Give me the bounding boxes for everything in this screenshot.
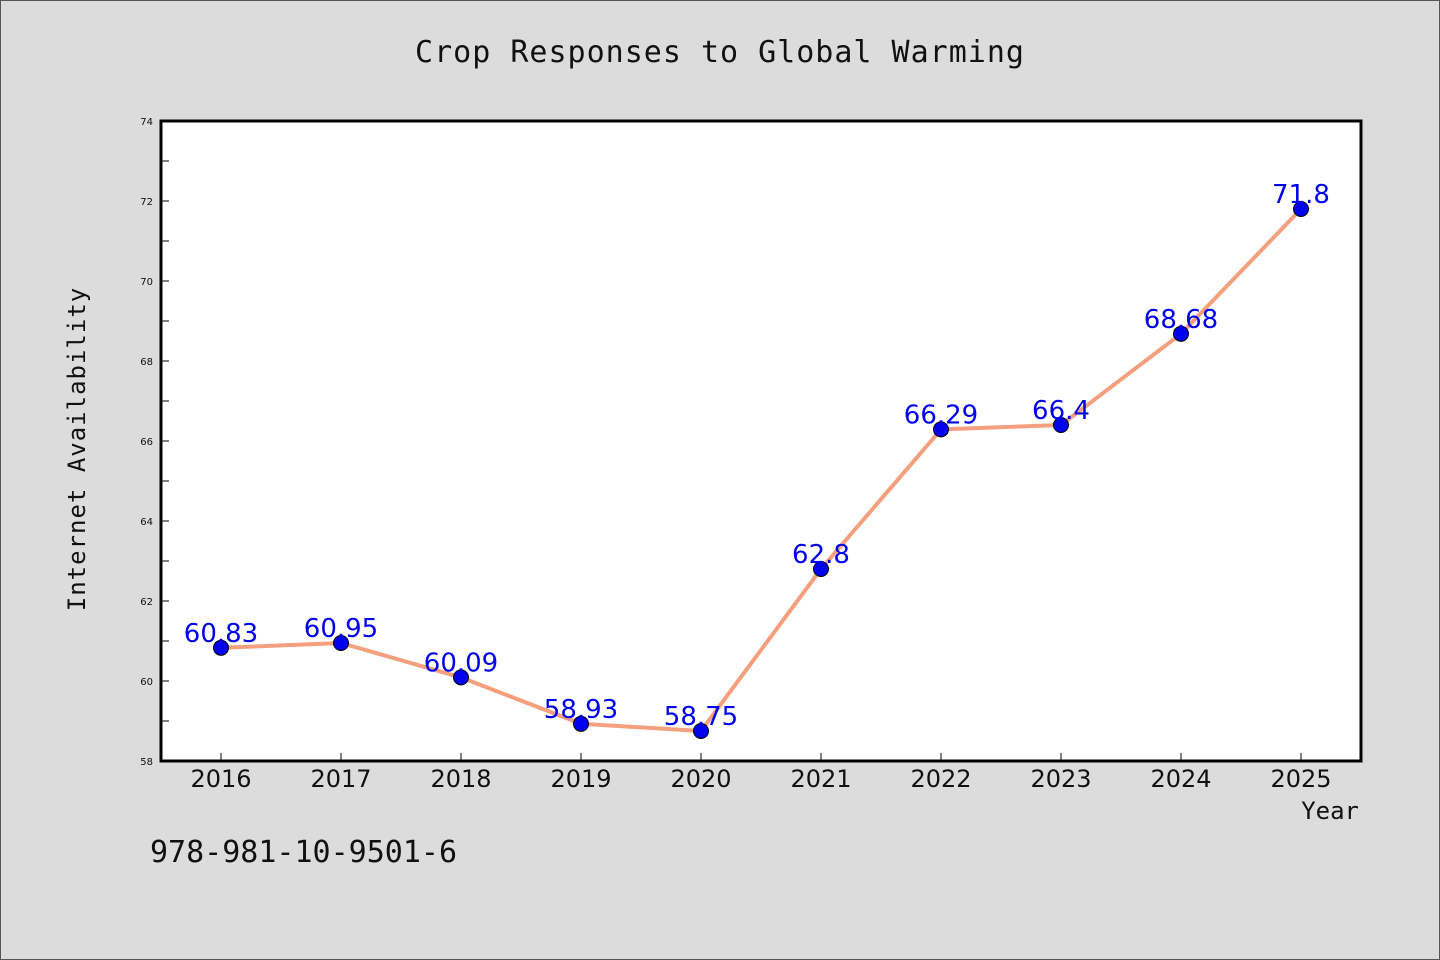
data-label: 66.4: [1032, 396, 1090, 426]
axes-layer: 58 60 62 64 66 68 70 72 74 2016 2017 2018 2019 2020 20…: [140, 117, 1363, 793]
data-label: 71.8: [1272, 180, 1330, 210]
data-point: [453, 669, 469, 686]
y-tick-label: 70: [140, 277, 153, 288]
data-point: [333, 635, 349, 651]
x-tick-label: 2020: [670, 765, 731, 793]
x-tick-label: 2021: [790, 765, 851, 793]
x-tick-label: 2023: [1030, 765, 1091, 793]
data-label-layer: 60.83 60.95 60.09 58.93 58.75 62.8 66.29 66.4 68…: [184, 180, 1330, 732]
data-point: [813, 561, 829, 577]
plot-area: [159, 119, 1363, 763]
y-tick-label: 72: [140, 197, 153, 208]
data-label: 60.83: [184, 619, 258, 649]
data-label: 58.93: [544, 695, 618, 725]
series-line: [219, 207, 1303, 733]
data-label: 66.29: [904, 400, 978, 430]
y-tick-label: 60: [140, 677, 153, 688]
y-tick-label: 62: [140, 597, 153, 608]
series-line-layer: [219, 207, 1303, 733]
x-axis-label: Year: [1301, 797, 1359, 825]
data-label: 60.95: [304, 614, 378, 644]
y-tick-label: 74: [140, 117, 153, 128]
data-point: [933, 421, 949, 438]
marker-layer: [213, 201, 1309, 739]
chart-title: Crop Responses to Global Warming: [415, 35, 1025, 70]
data-point: [1173, 325, 1189, 342]
x-tick-label: 2016: [190, 765, 251, 793]
y-tick-label: 64: [140, 517, 153, 528]
data-point: [693, 723, 709, 739]
y-tick-label: 58: [140, 757, 153, 768]
data-label: 68.68: [1144, 305, 1218, 335]
data-label: 58.75: [664, 702, 738, 732]
x-tick-label: 2025: [1270, 765, 1331, 793]
x-tick-label: 2019: [550, 765, 611, 793]
isbn-text: 978-981-10-9501-6: [150, 835, 458, 870]
data-point: [1053, 417, 1069, 433]
y-tick-label: 68: [140, 357, 153, 368]
y-tick-label: 66: [140, 437, 153, 448]
data-point: [213, 639, 229, 656]
data-label: 60.09: [424, 648, 498, 678]
x-tick-label: 2017: [310, 765, 371, 793]
data-label: 62.8: [792, 540, 850, 570]
x-tick-label: 2022: [910, 765, 971, 793]
x-tick-label: 2018: [430, 765, 491, 793]
data-point: [573, 715, 589, 732]
x-tick-label: 2024: [1150, 765, 1211, 793]
data-point: [1293, 201, 1309, 217]
